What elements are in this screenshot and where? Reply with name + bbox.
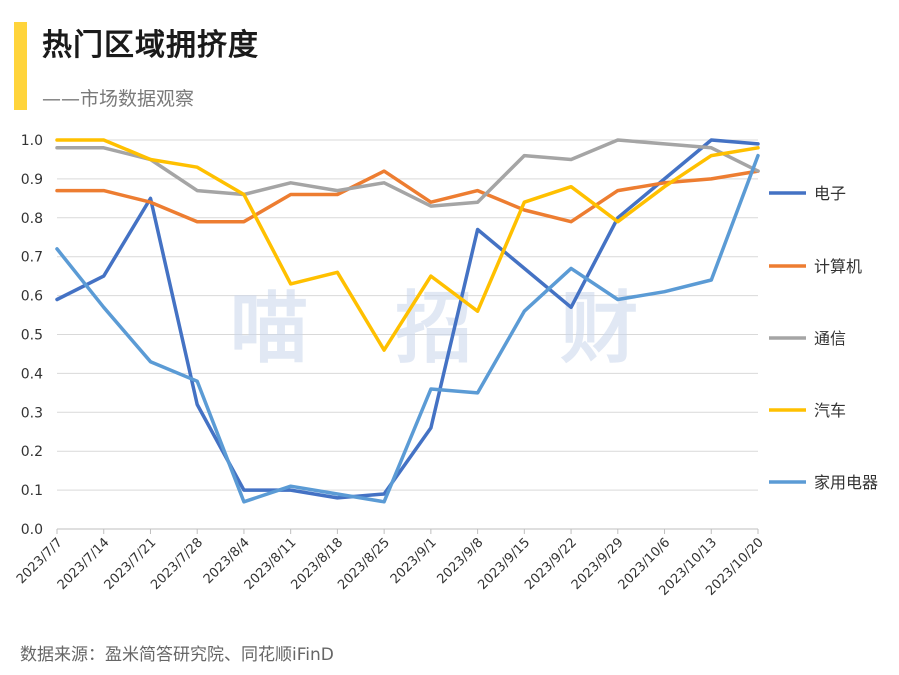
chart-series [55,138,760,504]
data-source-note: 数据来源：盈米简答研究院、同花顺iFinD [20,645,334,665]
legend-label: 家用电器 [814,473,878,492]
y-tick-label: 0.4 [21,366,43,382]
y-tick-label: 0.1 [21,483,43,499]
series-line-2 [55,169,760,224]
legend-label: 通信 [814,329,846,348]
x-tick-label: 2023/9/1 [388,535,440,587]
legend-label: 汽车 [814,401,846,420]
legend-label: 电子 [814,184,846,203]
y-tick-label: 0.3 [21,405,43,421]
page-subtitle: ——市场数据观察 [42,88,195,110]
y-tick-label: 0.0 [21,522,43,538]
y-tick-label: 0.6 [21,289,43,305]
series-line-3 [55,138,760,208]
legend-label: 计算机 [814,257,862,276]
y-tick-label: 0.9 [21,172,43,188]
y-tick-label: 0.7 [21,250,43,266]
series-line-5 [55,153,760,504]
y-tick-label: 0.5 [21,328,43,344]
y-tick-label: 0.2 [21,444,43,460]
series-line-4 [55,138,760,352]
title-accent-bar [14,22,27,110]
watermark-text: 喵 招 财 [230,284,668,374]
page-title: 热门区域拥挤度 [42,28,259,63]
x-axis: 2023/7/72023/7/142023/7/212023/7/282023/… [14,529,767,599]
series-line-1 [55,138,760,500]
y-axis-labels: 0.0 0.1 0.2 0.3 0.4 0.5 0.6 0.7 0.8 0.9 1.0 [21,133,43,538]
y-tick-label: 0.8 [21,211,43,227]
y-tick-label: 1.0 [21,133,43,149]
